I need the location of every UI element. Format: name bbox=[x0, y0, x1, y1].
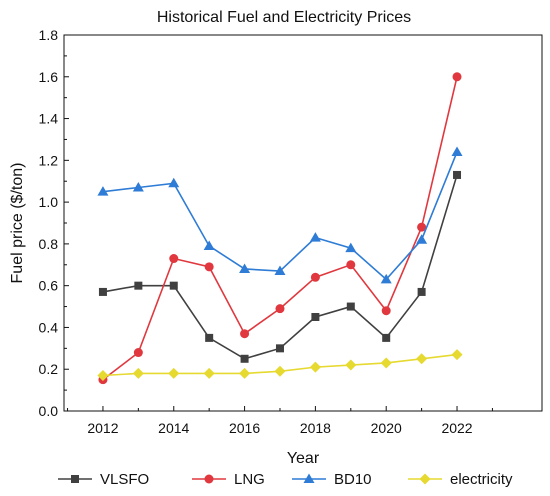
data-point bbox=[169, 254, 179, 264]
legend-item-electricity: electricity bbox=[408, 471, 513, 488]
data-point bbox=[380, 357, 392, 369]
y-tick-label: 1.0 bbox=[39, 194, 59, 210]
data-point bbox=[239, 263, 251, 273]
data-point bbox=[346, 302, 355, 311]
data-point bbox=[275, 304, 285, 314]
x-axis-label: Year bbox=[287, 450, 320, 467]
data-point bbox=[134, 281, 143, 290]
legend-label: BD10 bbox=[334, 471, 372, 488]
y-tick-label: 0.6 bbox=[39, 278, 59, 294]
y-axis-label: Fuel price ($/ton) bbox=[9, 163, 26, 284]
data-point bbox=[345, 242, 357, 253]
data-point bbox=[240, 329, 250, 339]
y-tick-label: 0.2 bbox=[39, 361, 59, 377]
data-point bbox=[97, 186, 109, 196]
series-line bbox=[102, 151, 458, 281]
data-point bbox=[452, 72, 462, 82]
series-lng bbox=[98, 72, 462, 385]
data-point bbox=[274, 265, 286, 276]
legend: VLSFO LNG BD10 electricity bbox=[58, 471, 513, 488]
data-point bbox=[274, 365, 286, 377]
data-point bbox=[240, 354, 249, 363]
x-axis: 2012 2014 2016 2018 2020 2022 bbox=[67, 406, 493, 436]
x-tick-label: 2018 bbox=[300, 420, 331, 436]
data-point bbox=[203, 367, 215, 379]
x-tick-label: 2012 bbox=[87, 420, 118, 436]
data-point bbox=[453, 170, 462, 179]
legend-item-lng: LNG bbox=[192, 471, 265, 488]
x-tick-label: 2016 bbox=[229, 420, 260, 436]
data-point bbox=[382, 333, 391, 342]
y-tick-label: 1.8 bbox=[39, 27, 59, 43]
legend-marker bbox=[204, 474, 214, 484]
data-point bbox=[311, 313, 320, 321]
series-layer bbox=[97, 72, 463, 385]
y-tick-label: 1.2 bbox=[39, 152, 59, 168]
legend-label: electricity bbox=[450, 471, 513, 488]
data-point bbox=[97, 369, 109, 381]
data-point bbox=[168, 177, 180, 188]
data-point bbox=[275, 344, 284, 353]
data-point bbox=[169, 281, 178, 290]
data-point bbox=[133, 348, 143, 358]
chart-title: Historical Fuel and Electricity Prices bbox=[157, 9, 411, 26]
data-point bbox=[417, 287, 426, 296]
legend-marker bbox=[419, 473, 431, 485]
data-point bbox=[309, 361, 321, 373]
data-point bbox=[203, 240, 215, 250]
data-point bbox=[132, 367, 144, 379]
y-tick-label: 1.6 bbox=[39, 69, 59, 85]
y-tick-label: 0.0 bbox=[39, 403, 59, 419]
legend-marker bbox=[303, 473, 315, 483]
data-point bbox=[205, 333, 214, 342]
data-point bbox=[204, 262, 214, 272]
legend-label: VLSFO bbox=[100, 471, 149, 488]
y-axis: 0.0 0.2 0.4 0.6 0.8 1.0 1.2 1.4 1.6 1.8 bbox=[39, 27, 69, 419]
data-point bbox=[380, 273, 392, 284]
data-point bbox=[239, 367, 251, 379]
series-bd10 bbox=[97, 146, 463, 284]
data-point bbox=[345, 359, 357, 371]
data-point bbox=[416, 234, 428, 244]
data-point bbox=[132, 181, 144, 192]
data-point bbox=[381, 306, 391, 316]
data-point bbox=[309, 232, 321, 242]
legend-item-bd10: BD10 bbox=[292, 471, 372, 488]
y-tick-label: 0.8 bbox=[39, 236, 59, 252]
data-point bbox=[451, 349, 463, 361]
legend-marker bbox=[71, 475, 79, 483]
series-electricity bbox=[97, 349, 463, 381]
data-point bbox=[98, 287, 107, 296]
y-tick-label: 1.4 bbox=[39, 111, 59, 127]
legend-item-vlsfo: VLSFO bbox=[58, 471, 149, 488]
x-tick-label: 2020 bbox=[371, 420, 402, 436]
x-tick-label: 2022 bbox=[441, 420, 472, 436]
data-point bbox=[417, 222, 427, 232]
data-point bbox=[310, 272, 320, 282]
data-point bbox=[451, 146, 463, 156]
data-point bbox=[346, 260, 356, 270]
y-tick-label: 0.4 bbox=[39, 319, 59, 335]
data-point bbox=[416, 353, 428, 365]
data-point bbox=[168, 367, 180, 379]
legend-label: LNG bbox=[234, 471, 265, 488]
series-vlsfo bbox=[98, 170, 462, 363]
x-tick-label: 2014 bbox=[158, 420, 189, 436]
series-line bbox=[102, 76, 458, 381]
